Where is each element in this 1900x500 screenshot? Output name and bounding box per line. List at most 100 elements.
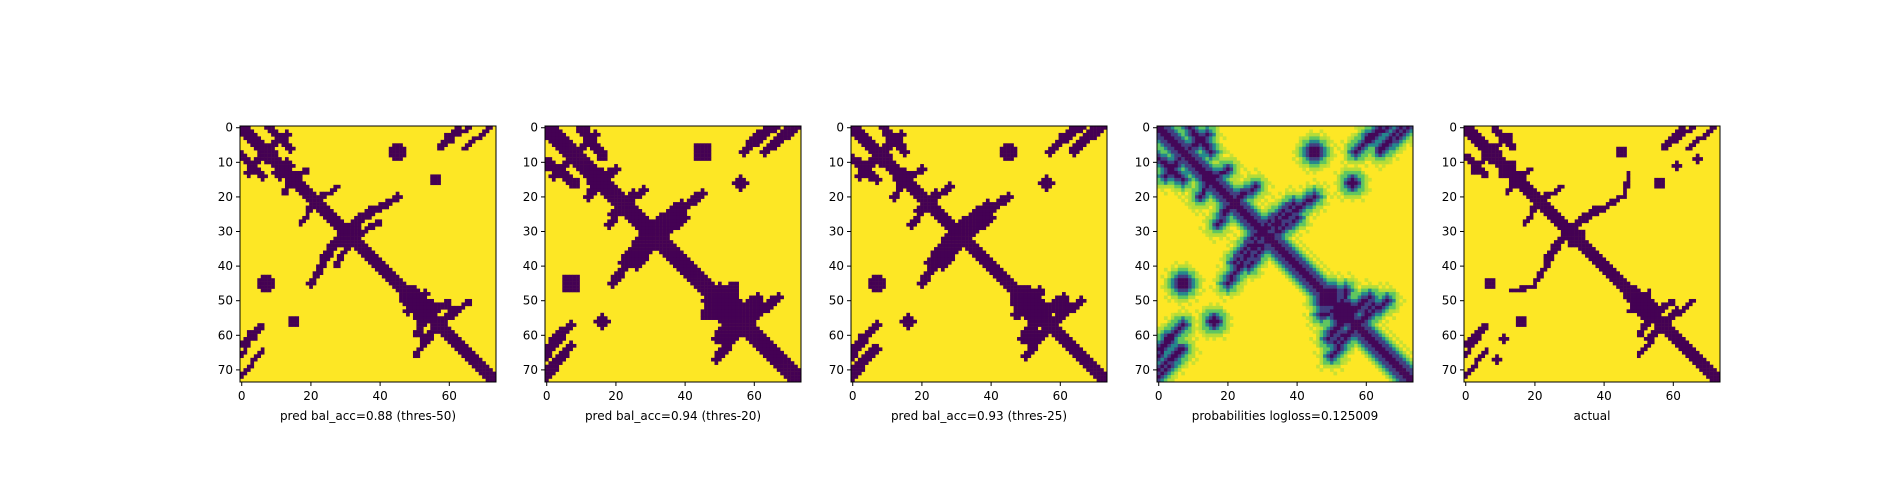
heatmap-cell [875,177,879,182]
heatmap-cell [1205,229,1210,234]
heatmap-cell [752,316,757,320]
heatmap-cell [1305,136,1310,141]
heatmap-cell [1385,146,1390,151]
heatmap-cell [641,243,646,248]
heatmap-cell [864,350,869,355]
heatmap-cell [1243,250,1248,255]
heatmap-cell [551,371,556,376]
heatmap-cell [979,215,983,220]
heatmap-cell [624,205,629,210]
heatmap-cell [683,254,688,258]
heatmap-cell [1402,126,1407,130]
heatmap-cell [1374,288,1379,293]
heatmap-cell [1302,288,1307,293]
heatmap-cell [902,177,907,182]
heatmap-cell [787,136,791,141]
heatmap-cell [652,243,656,248]
heatmap-cell [1257,184,1262,189]
heatmap-cell [1020,305,1025,310]
heatmap-cell [1195,278,1199,282]
heatmap-cell [700,281,705,286]
heatmap-cell [783,357,788,362]
heatmap-cell [1378,153,1383,158]
heatmap-cell [1309,267,1313,272]
heatmap-cell [704,285,708,289]
heatmap-cell [395,146,400,151]
heatmap-cell [989,257,994,262]
heatmap-cell [721,288,726,293]
heatmap-cell [1350,139,1355,144]
heatmap-cell [773,357,778,362]
heatmap-cell [565,285,570,289]
heatmap-cell [1233,240,1237,244]
heatmap-cell [302,167,306,172]
heatmap-cell [257,139,262,144]
heatmap-cell [1170,271,1175,276]
heatmap-cell [944,219,949,224]
heatmap-cell [1023,340,1028,345]
heatmap-cell [1309,281,1313,286]
heatmap-cell [673,215,677,220]
heatmap-cell [545,126,549,130]
heatmap-cell [1233,170,1237,175]
heatmap-cell [1357,177,1362,182]
heatmap-cell [868,333,873,338]
heatmap-cell [1347,281,1351,286]
heatmap-cell [1034,326,1039,331]
heatmap-cell [1264,212,1268,217]
heatmap-cell [1274,233,1279,237]
heatmap-cell [679,264,684,269]
heatmap-cell [1323,195,1327,199]
heatmap-cell [1010,143,1014,148]
heatmap-cell [288,150,293,154]
heatmap-cell [1226,177,1230,182]
heatmap-cell [1343,278,1348,282]
heatmap-cell [1357,191,1362,196]
heatmap-cell [794,126,798,130]
heatmap-cell [468,347,473,352]
heatmap-cell [1316,257,1320,262]
heatmap-cell [707,143,712,148]
heatmap-cell [864,170,869,175]
heatmap-cell [645,229,650,234]
heatmap-cell [246,170,251,175]
heatmap-cell [1388,285,1393,289]
heatmap-cell [548,132,553,137]
heatmap-cell [1253,191,1258,196]
heatmap-cell [1267,209,1272,213]
heatmap-cell [1243,233,1248,237]
heatmap-cell [1212,132,1217,137]
heatmap-cell [1010,146,1014,151]
heatmap-cell [298,170,303,175]
heatmap-cell [1205,164,1210,168]
heatmap-cell [982,215,987,220]
heatmap-cell [1174,285,1179,289]
heatmap-cell [749,333,753,338]
heatmap-cell [776,368,781,372]
heatmap-cell [624,257,629,262]
heatmap-cell [586,195,591,199]
heatmap-cell [1055,305,1059,310]
heatmap-cell [1163,126,1168,130]
heatmap-cell [555,368,560,372]
heatmap-cell [714,298,719,303]
heatmap-cell [1309,132,1313,137]
heatmap-cell [676,254,681,258]
heatmap-cell [340,229,345,234]
heatmap-cell [1041,309,1045,314]
heatmap-cell [1285,222,1289,227]
heatmap-cell [1374,164,1379,168]
heatmap-cell [444,298,448,303]
heatmap-cell [1312,195,1317,199]
heatmap-cell [1226,222,1230,227]
heatmap-cell [1250,250,1255,255]
heatmap-cell [371,209,376,213]
heatmap-cell [868,281,873,286]
heatmap-cell [1302,139,1307,144]
heatmap-cell [569,326,573,331]
heatmap-cell [1374,150,1379,154]
heatmap-cell [468,298,473,303]
heatmap-cell [930,212,935,217]
heatmap-cell [1250,202,1255,206]
heatmap-cell [617,188,622,192]
